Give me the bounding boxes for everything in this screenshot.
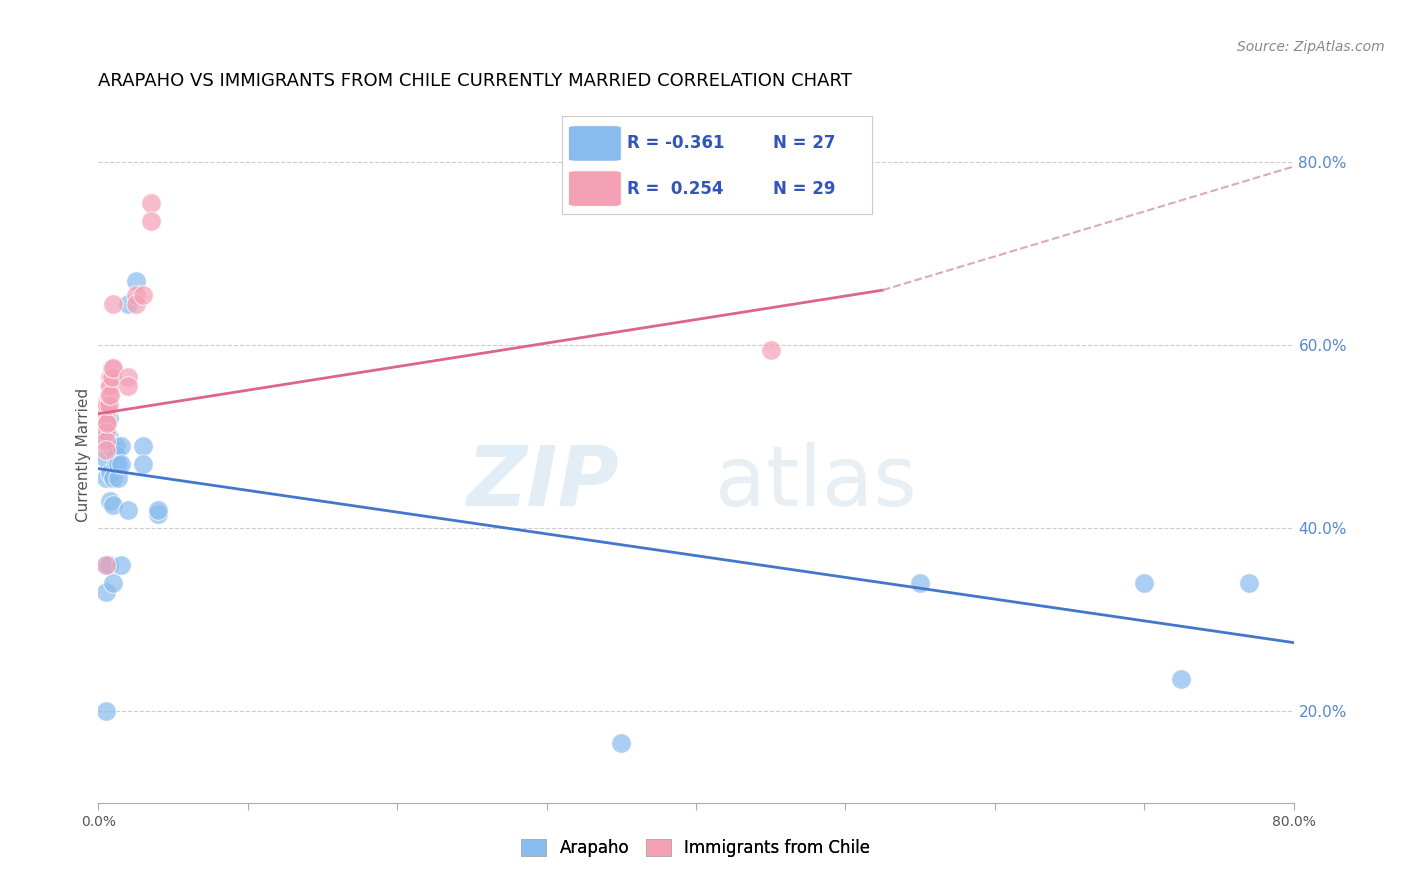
Point (110, 558, 132, 572)
Point (96, 416, 118, 430)
Point (103, 443, 125, 458)
Text: N = 27: N = 27 (773, 135, 835, 153)
Point (98, 439, 122, 453)
Point (110, 439, 132, 453)
Point (96, 398, 118, 412)
Point (94, 425, 117, 439)
Legend: Arapaho, Immigrants from Chile: Arapaho, Immigrants from Chile (515, 832, 877, 864)
Point (132, 439, 155, 453)
Point (105, 439, 128, 453)
Point (94, 585, 117, 599)
Text: N = 29: N = 29 (773, 179, 835, 197)
Point (105, 448, 128, 462)
Point (1170, 672, 1192, 686)
Point (103, 576, 125, 591)
Point (148, 508, 170, 522)
Point (117, 297, 139, 311)
Point (94, 471, 117, 485)
Point (101, 370, 124, 384)
Point (117, 379, 139, 393)
Point (93, 398, 115, 412)
Point (139, 214, 162, 228)
Point (98, 493, 122, 508)
Point (94, 558, 117, 572)
Point (908, 576, 931, 591)
FancyBboxPatch shape (568, 126, 621, 161)
Text: ZIP: ZIP (465, 442, 619, 524)
Point (1237, 576, 1260, 591)
Point (94, 443, 117, 458)
Point (103, 361, 125, 376)
Point (98, 379, 122, 393)
Point (94, 407, 117, 421)
Point (94, 452, 117, 467)
Point (94, 416, 117, 430)
Text: Source: ZipAtlas.com: Source: ZipAtlas.com (1237, 40, 1385, 54)
Point (94, 558, 117, 572)
Point (97, 558, 120, 572)
Point (107, 457, 129, 471)
Y-axis label: Currently Married: Currently Married (76, 388, 91, 522)
Point (98, 388, 122, 402)
Point (97, 429, 120, 443)
FancyBboxPatch shape (568, 171, 621, 206)
Point (103, 471, 125, 485)
Point (1133, 576, 1156, 591)
Point (132, 287, 155, 301)
Point (105, 457, 128, 471)
Point (125, 274, 148, 288)
Text: R =  0.254: R = 0.254 (627, 179, 724, 197)
Point (103, 498, 125, 512)
Point (132, 457, 155, 471)
Point (91, 398, 114, 412)
Point (139, 196, 162, 211)
Point (97, 388, 120, 402)
Point (117, 370, 139, 384)
Point (97, 411, 120, 425)
Point (94, 704, 117, 718)
Point (94, 434, 117, 449)
Point (97, 398, 120, 412)
Point (125, 297, 148, 311)
Point (110, 457, 132, 471)
Point (117, 503, 139, 517)
Point (98, 370, 122, 384)
Point (148, 503, 170, 517)
Point (103, 297, 125, 311)
Text: atlas: atlas (714, 442, 917, 524)
Text: ARAPAHO VS IMMIGRANTS FROM CHILE CURRENTLY MARRIED CORRELATION CHART: ARAPAHO VS IMMIGRANTS FROM CHILE CURRENT… (98, 72, 852, 90)
Point (94, 429, 117, 443)
Point (125, 287, 148, 301)
Point (94, 398, 117, 412)
Point (101, 361, 124, 376)
Point (759, 343, 782, 357)
Point (97, 379, 120, 393)
Point (610, 736, 633, 750)
Point (98, 467, 122, 481)
Text: R = -0.361: R = -0.361 (627, 135, 725, 153)
Point (107, 471, 129, 485)
